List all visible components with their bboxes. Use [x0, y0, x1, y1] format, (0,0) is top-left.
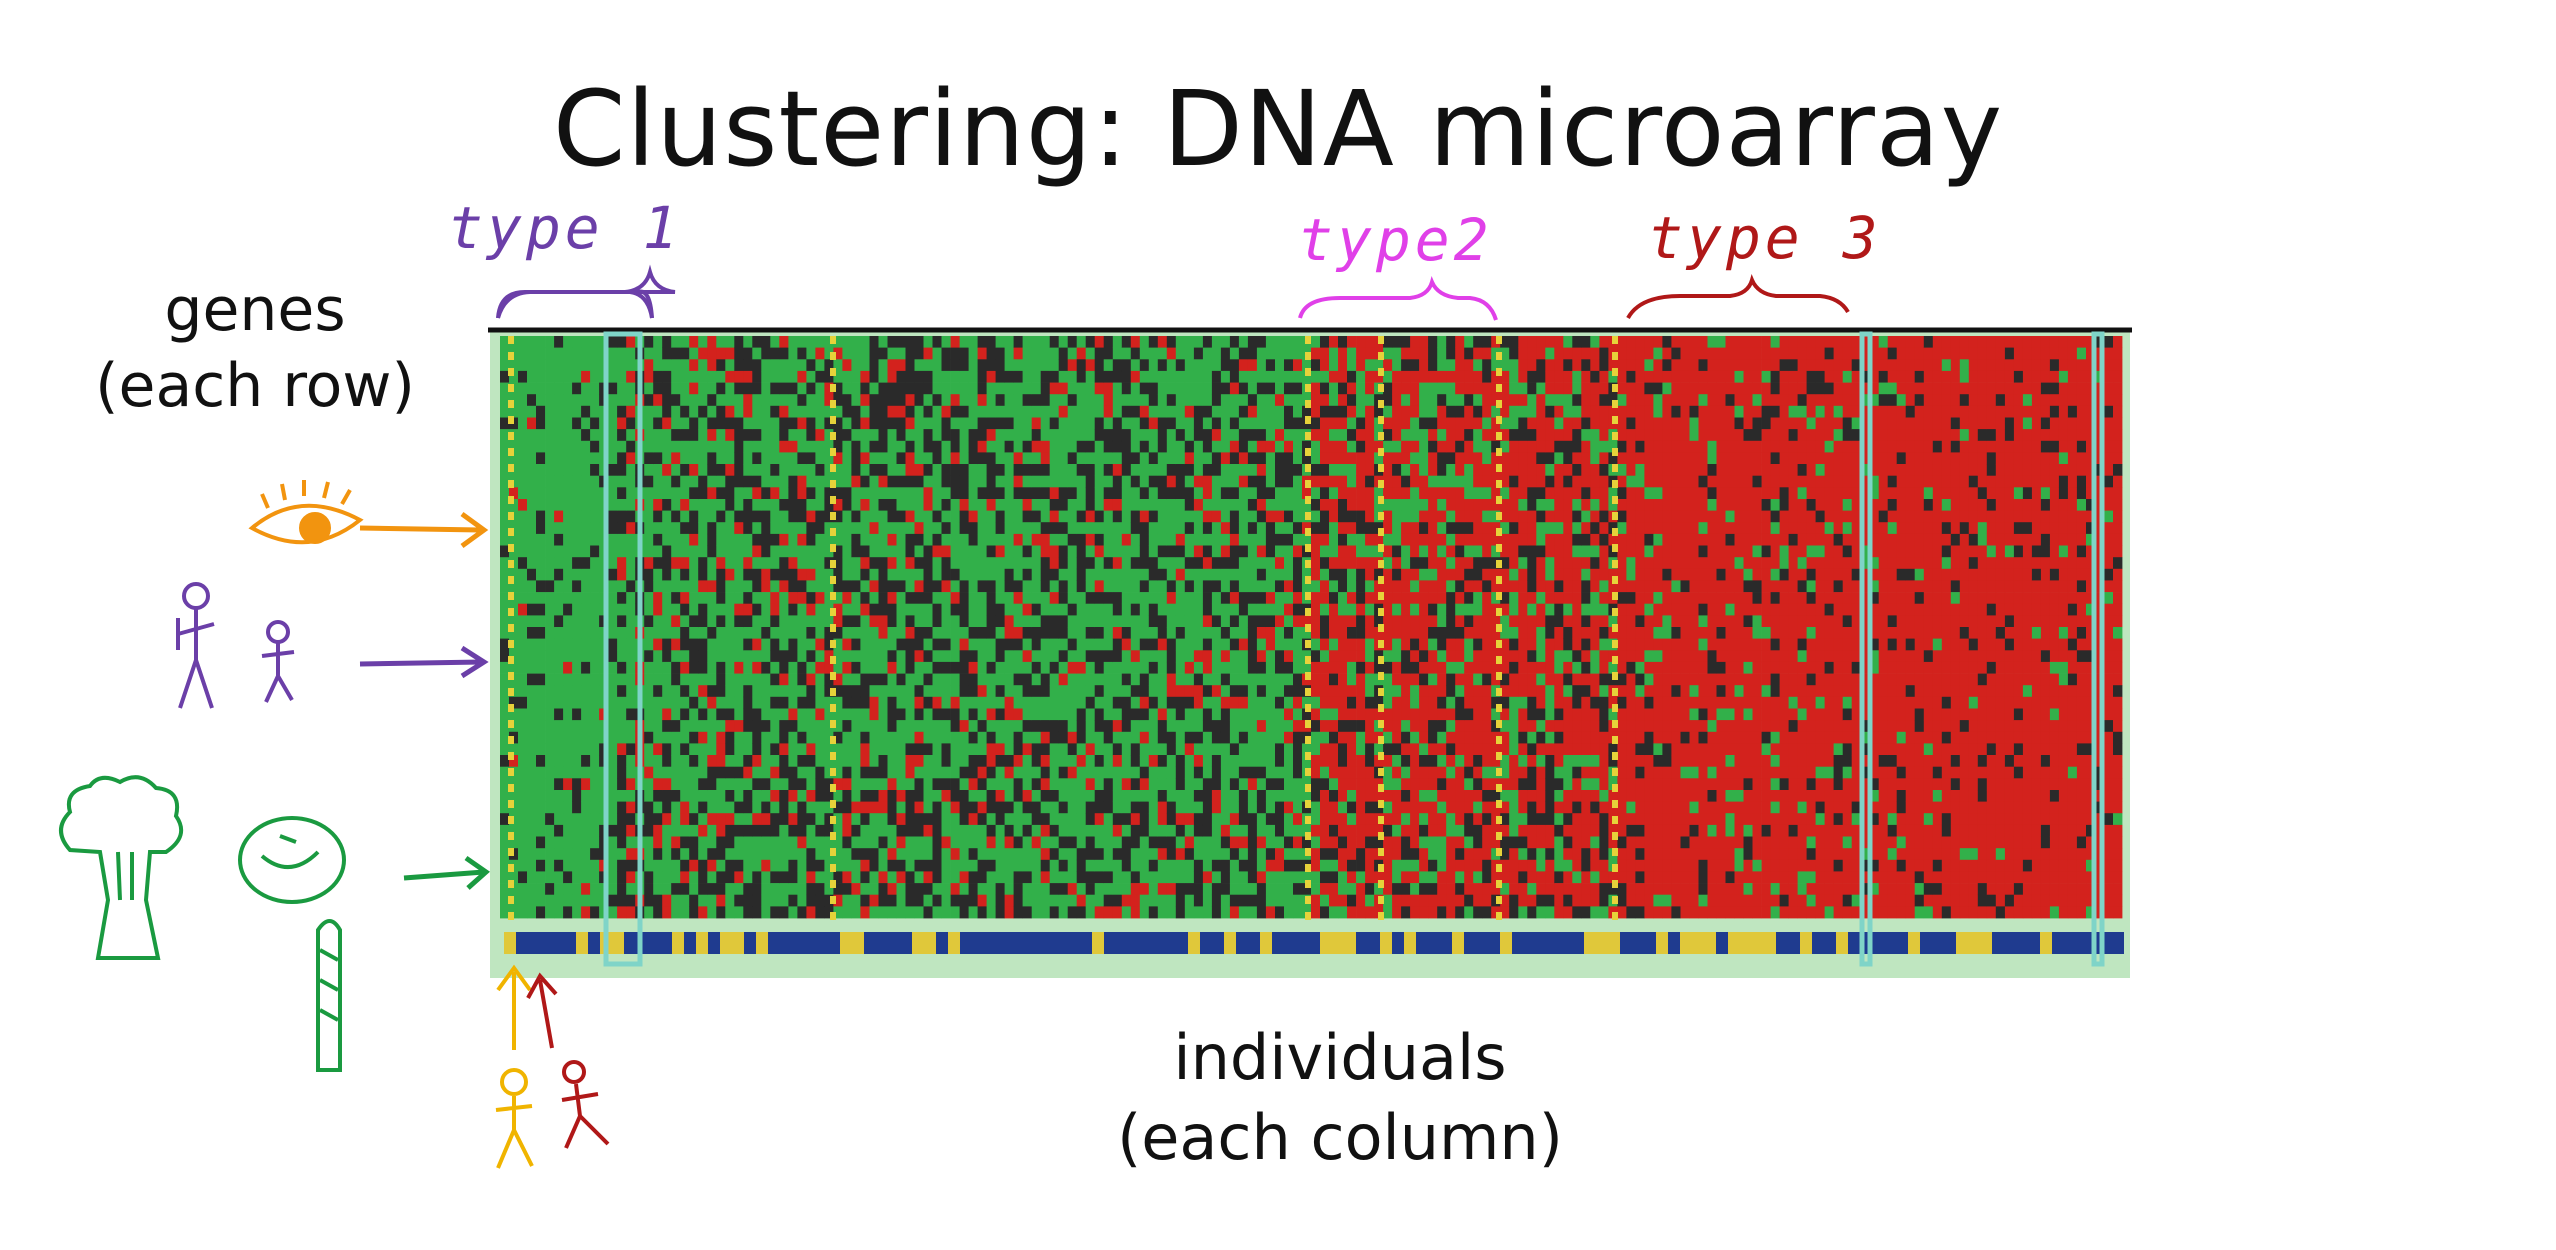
cluster-label-bar — [504, 932, 2124, 954]
heatmap-separators — [603, 331, 2105, 967]
vegetables-icon — [59, 775, 491, 1072]
columns-label-line1: individuals — [1173, 1021, 1507, 1094]
type2-annotation: type2 — [1298, 206, 1493, 274]
heatmap-cells — [500, 336, 2123, 920]
type3-bracket — [1626, 274, 1850, 320]
page-title: Clustering: DNA microarray — [552, 68, 2004, 190]
rows-label: genes (each row) — [40, 272, 470, 424]
type2-bracket — [1298, 276, 1498, 321]
type3-annotation: type 3 — [1648, 204, 1882, 272]
type1-annotation: type 1 — [448, 194, 682, 262]
rows-label-line2: (each row) — [95, 351, 415, 421]
columns-label: individuals (each column) — [1010, 1018, 1670, 1178]
type1-bracket-line — [496, 290, 654, 319]
stick-person-yellow-icon — [495, 964, 534, 1169]
eye-icon — [248, 480, 489, 549]
stick-person-red-icon — [526, 972, 610, 1149]
rows-label-line1: genes — [164, 275, 346, 345]
stick-people-icon — [176, 582, 489, 709]
columns-label-line2: (each column) — [1117, 1101, 1563, 1174]
